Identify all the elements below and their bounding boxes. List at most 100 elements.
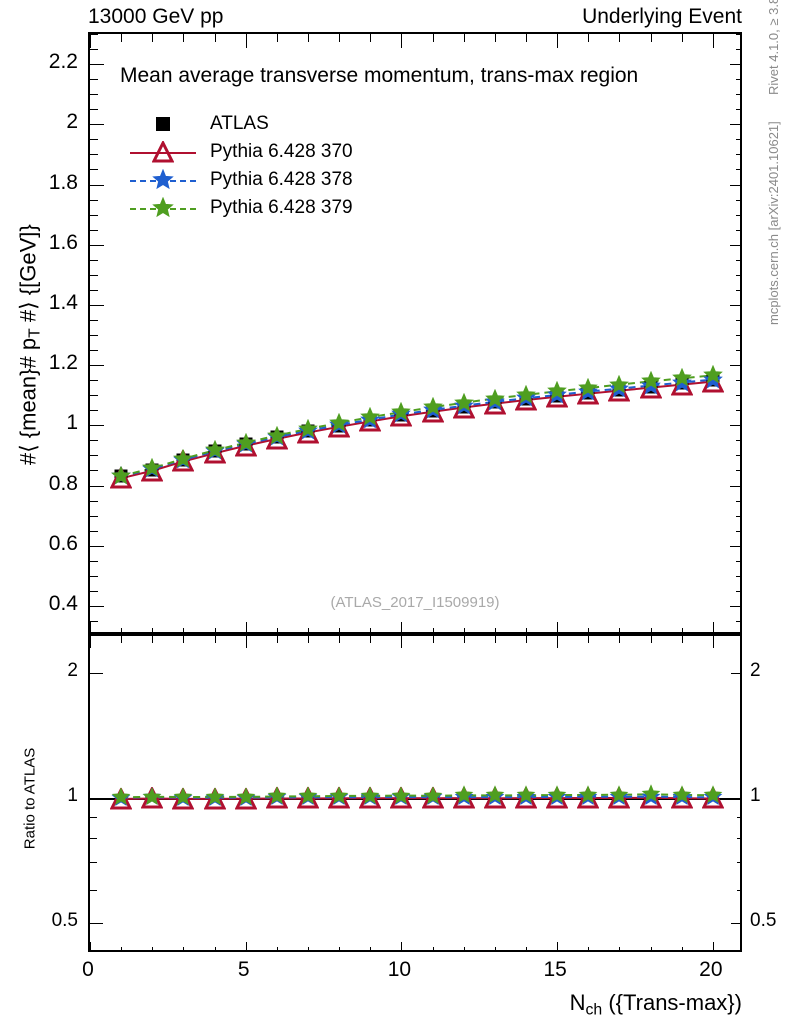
legend-symbol xyxy=(126,139,200,165)
datapoint-p379 xyxy=(641,784,660,804)
axis-tick xyxy=(276,947,278,950)
axis-tick xyxy=(494,34,496,42)
axis-tick xyxy=(90,590,98,592)
axis-tick xyxy=(736,109,740,111)
axis-tick xyxy=(650,628,652,632)
axis-tick xyxy=(736,335,740,336)
axis-tick xyxy=(214,34,216,42)
axis-tick xyxy=(90,440,98,442)
axis-tick xyxy=(736,515,740,517)
axis-tick xyxy=(339,947,341,950)
axis-tick xyxy=(730,365,740,367)
datapoint-p379 xyxy=(547,785,567,805)
axis-tick xyxy=(526,34,527,42)
axis-tick xyxy=(736,169,740,171)
axis-tick xyxy=(90,274,98,276)
legend-item-p370[interactable]: Pythia 6.428 370 xyxy=(126,138,353,166)
datapoint-p379 xyxy=(485,785,505,805)
axis-tick xyxy=(401,622,403,632)
axis-tick xyxy=(152,947,154,950)
axis-tick xyxy=(90,530,98,532)
y-axis-title-sub: T xyxy=(26,328,44,338)
axis-tick xyxy=(730,304,740,306)
axis-tick xyxy=(730,244,740,246)
axis-tick xyxy=(712,942,714,950)
y-tick-label: 1.4 xyxy=(48,290,78,314)
axis-tick xyxy=(526,947,527,950)
datapoint-p379 xyxy=(329,412,349,433)
datapoint-p379 xyxy=(298,418,318,439)
axis-tick xyxy=(730,545,740,547)
datapoint-p379 xyxy=(111,465,131,486)
axis-tick xyxy=(90,380,98,382)
axis-tick xyxy=(370,34,372,42)
axis-tick xyxy=(494,636,496,643)
axis-tick xyxy=(214,628,216,632)
datapoint-p379 xyxy=(422,396,443,417)
axis-tick xyxy=(90,485,104,487)
axis-tick xyxy=(90,350,98,352)
axis-tick xyxy=(463,947,465,950)
axis-tick xyxy=(183,628,185,632)
axis-tick xyxy=(736,380,740,382)
legend-marker-p370 xyxy=(151,139,175,163)
axis-tick xyxy=(121,628,123,632)
legend-item-p379[interactable]: Pythia 6.428 379 xyxy=(126,194,353,222)
analysis-watermark: (ATLAS_2017_I1509919) xyxy=(330,594,500,611)
axis-tick xyxy=(370,636,372,643)
datapoint-p379 xyxy=(173,448,194,469)
axis-tick xyxy=(681,628,683,632)
x-axis-title-tail: ({Trans-max}) xyxy=(602,990,742,1015)
datapoint-p379 xyxy=(671,368,692,388)
legend-label: ATLAS xyxy=(210,113,269,134)
axis-tick xyxy=(730,184,740,186)
axis-tick xyxy=(526,636,527,643)
axis-tick xyxy=(90,889,97,891)
axis-tick xyxy=(619,34,621,42)
axis-tick xyxy=(339,628,341,632)
datapoint-p379 xyxy=(610,784,629,804)
datapoint-p379 xyxy=(485,388,505,409)
axis-tick xyxy=(736,154,740,156)
axis-tick xyxy=(90,169,98,171)
axis-tick xyxy=(730,425,740,427)
mcplots-source-caption: mcplots.cern.ch [arXiv:2401.10621] xyxy=(766,121,781,325)
axis-tick xyxy=(712,622,714,632)
axis-tick xyxy=(370,628,372,632)
ratio-tick-label-left: 0.5 xyxy=(51,909,78,931)
legend-item-data[interactable]: ATLAS xyxy=(126,110,353,138)
axis-tick xyxy=(308,628,309,632)
datapoint-p379 xyxy=(267,425,287,446)
legend-symbol xyxy=(126,195,200,221)
y-tick-label: 0.4 xyxy=(48,591,78,615)
axis-tick xyxy=(339,636,341,643)
axis-tick xyxy=(736,500,740,502)
datapoint-p379 xyxy=(547,380,567,401)
axis-tick xyxy=(736,319,740,321)
axis-tick xyxy=(736,94,740,96)
axis-tick xyxy=(650,34,652,42)
axis-tick xyxy=(463,34,465,42)
axis-tick xyxy=(681,636,683,643)
ratio-tick-label-left: 1 xyxy=(67,784,78,806)
axis-tick xyxy=(736,259,740,261)
axis-tick xyxy=(588,34,590,42)
axis-tick xyxy=(90,34,98,35)
axis-tick xyxy=(90,636,91,648)
legend-item-p378[interactable]: Pythia 6.428 378 xyxy=(126,166,353,194)
x-axis-title: Nch ({Trans-max}) xyxy=(570,990,742,1019)
datapoint-p379 xyxy=(423,785,442,805)
axis-tick xyxy=(90,139,98,141)
axis-tick xyxy=(619,628,621,632)
axis-tick xyxy=(90,861,97,863)
axis-tick xyxy=(432,636,434,643)
axis-tick xyxy=(121,34,123,42)
datapoint-p379 xyxy=(516,785,536,805)
ratio-tick-label-right: 0.5 xyxy=(750,909,777,931)
axis-tick xyxy=(276,628,278,632)
datapoint-p379 xyxy=(454,785,474,805)
legend-line xyxy=(130,152,196,154)
axis-tick xyxy=(730,64,740,66)
axis-tick xyxy=(736,350,740,352)
ratio-tick-label-right: 1 xyxy=(750,784,761,806)
